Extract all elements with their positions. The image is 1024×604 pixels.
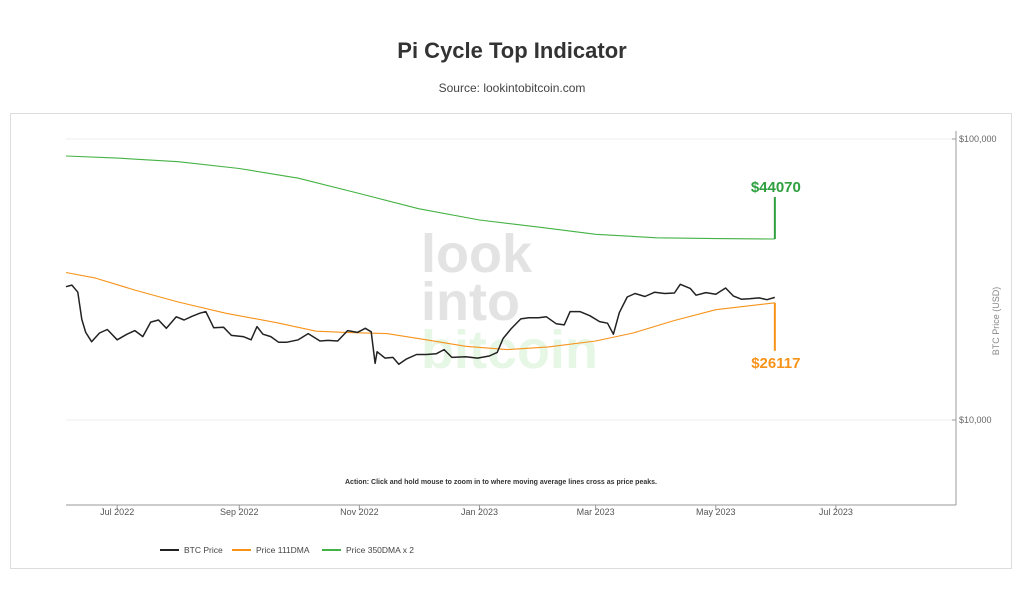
chart-subtitle: Source: lookintobitcoin.com [438, 81, 586, 95]
grid-lines [66, 138, 956, 421]
series-line-price-350dma-x-2[interactable] [65, 155, 775, 240]
series-line-btc-price[interactable] [65, 283, 776, 365]
x-tick-label: Nov 2022 [340, 507, 379, 517]
x-tick-label: Jul 2023 [819, 507, 853, 517]
legend-item[interactable]: Price 111DMA [256, 545, 310, 555]
series-lines[interactable] [65, 155, 776, 365]
axes: Jul 2022 Sep 2022 Nov 2022 Jan 2023 Mar 2023… [66, 131, 1001, 517]
chart-panel [10, 113, 1012, 569]
watermark-word: look [421, 224, 533, 284]
zoom-instruction-text: Action: Click and hold mouse to zoom in … [345, 479, 657, 486]
legend-item[interactable]: BTC Price [184, 545, 223, 555]
callout-label: $26117 [751, 355, 800, 372]
x-tick-label: Jan 2023 [461, 507, 498, 517]
y-axis-label: BTC Price (USD) [991, 287, 1001, 356]
watermark-logo: lookintobitcoin [421, 224, 598, 380]
watermark-word: into [421, 272, 520, 332]
watermark-word: bitcoin [421, 320, 598, 380]
y-tick-label: $100,000 [959, 134, 997, 144]
x-tick-label: May 2023 [696, 507, 736, 517]
callouts: $44070 $26117 [751, 179, 801, 372]
legend[interactable]: BTC Price Price 111DMA Price 350DMA x 2 [160, 545, 414, 555]
chart-title: Pi Cycle Top Indicator [397, 38, 627, 63]
legend-item[interactable]: Price 350DMA x 2 [346, 545, 414, 555]
callout-label: $44070 [751, 179, 801, 196]
x-tick-label: Sep 2022 [220, 507, 259, 517]
x-tick-label: Mar 2023 [577, 507, 615, 517]
series-line-price-111dma[interactable] [65, 271, 775, 351]
x-tick-label: Jul 2022 [100, 507, 134, 517]
y-tick-label: $10,000 [959, 415, 992, 425]
